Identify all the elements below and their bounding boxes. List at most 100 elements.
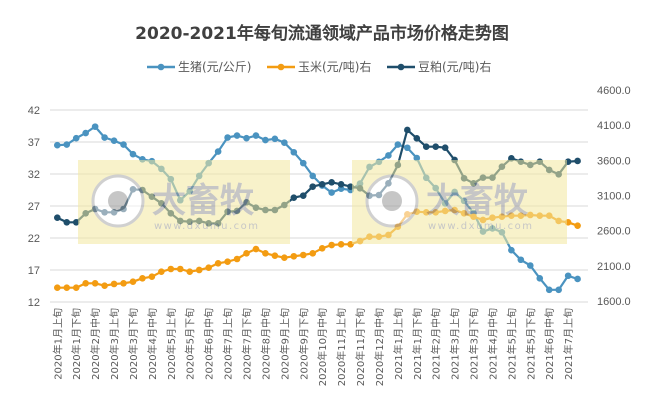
left-y-tick-label: 27 bbox=[28, 201, 40, 213]
right-y-tick-label: 4100.0 bbox=[597, 120, 631, 132]
data-point bbox=[186, 268, 194, 275]
data-point bbox=[110, 137, 118, 145]
x-tick-label: 2020年10月中旬 bbox=[316, 308, 329, 386]
x-tick-label: 2020年3月上旬 bbox=[108, 308, 121, 380]
x-tick-label: 2021年2月中旬 bbox=[430, 308, 443, 380]
data-point bbox=[290, 252, 298, 260]
x-tick-label: 2020年3月下旬 bbox=[127, 308, 140, 380]
watermark-url: www.dxumu.com bbox=[428, 221, 534, 232]
data-point bbox=[243, 134, 250, 142]
data-point bbox=[290, 194, 298, 201]
data-point bbox=[224, 258, 231, 265]
x-tick-label: 2020年11月上旬 bbox=[335, 308, 348, 386]
data-point bbox=[271, 252, 279, 260]
data-point bbox=[394, 141, 402, 148]
data-point bbox=[574, 157, 581, 165]
x-tick-label: 2020年2月中旬 bbox=[89, 308, 102, 380]
data-point bbox=[545, 286, 553, 294]
data-point bbox=[271, 135, 279, 143]
data-point bbox=[120, 279, 127, 287]
data-point bbox=[413, 135, 421, 142]
right-y-tick-label: 2600.0 bbox=[597, 226, 631, 238]
right-y-tick-label: 4600.0 bbox=[597, 85, 631, 97]
x-tick-label: 2021年6月中旬 bbox=[543, 308, 556, 380]
data-point bbox=[139, 274, 146, 282]
left-y-tick-label: 22 bbox=[28, 233, 40, 245]
right-y-axis: 4600.0 4100.0 3600.0 3100.0 2600.0 2100.0 1600… bbox=[597, 85, 631, 308]
data-point bbox=[129, 278, 137, 285]
data-point bbox=[574, 222, 581, 229]
data-point bbox=[72, 284, 80, 292]
data-point bbox=[72, 218, 80, 226]
legend: 生猪(元/公斤) 玉米(元/吨)右 豆粕(元/吨)右 bbox=[147, 59, 491, 74]
watermark-eye-icon bbox=[108, 191, 128, 211]
x-tick-label: 2020年9月上旬 bbox=[278, 308, 291, 380]
data-point bbox=[290, 148, 298, 156]
right-y-tick-label: 2100.0 bbox=[597, 261, 631, 273]
data-point bbox=[508, 246, 515, 254]
watermark-brand: 大畜牧 bbox=[426, 181, 529, 221]
data-point bbox=[262, 250, 269, 257]
right-y-tick-label: 3100.0 bbox=[597, 191, 631, 203]
data-point bbox=[233, 132, 241, 139]
data-point bbox=[148, 273, 156, 280]
data-point bbox=[299, 192, 307, 199]
watermark-brand: 大畜牧 bbox=[152, 181, 255, 221]
data-point bbox=[205, 264, 212, 271]
data-point bbox=[54, 141, 61, 149]
x-tick-label: 2020年4月中旬 bbox=[146, 308, 159, 380]
x-tick-label: 2021年4月中旬 bbox=[486, 308, 499, 380]
right-y-tick-label: 1600.0 bbox=[597, 296, 631, 308]
data-point bbox=[555, 286, 562, 294]
legend-label: 豆粕(元/吨)右 bbox=[418, 59, 491, 74]
data-point bbox=[574, 275, 581, 283]
data-point bbox=[224, 134, 231, 141]
data-point bbox=[176, 265, 184, 273]
data-point bbox=[328, 241, 335, 249]
data-point bbox=[337, 181, 345, 188]
data-point bbox=[318, 245, 326, 252]
x-tick-label: 2021年5月上旬 bbox=[505, 308, 518, 380]
data-point bbox=[129, 150, 137, 158]
data-point bbox=[536, 275, 544, 282]
data-point bbox=[195, 266, 203, 274]
x-axis: 2020年1月上旬 2020年1月下旬 2020年2月中旬 2020年3月上旬 2020… bbox=[51, 308, 575, 386]
data-point bbox=[318, 181, 326, 188]
data-point bbox=[413, 154, 421, 162]
data-point bbox=[309, 172, 317, 180]
data-point bbox=[422, 143, 430, 150]
legend-marker bbox=[157, 63, 165, 71]
legend-marker bbox=[397, 63, 405, 71]
data-point bbox=[82, 279, 89, 287]
data-point bbox=[328, 178, 335, 186]
chart-title: 2020-2021年每旬流通领域产品市场价格走势图 bbox=[135, 23, 509, 44]
left-y-tick-label: 17 bbox=[28, 265, 40, 277]
data-point bbox=[72, 134, 80, 142]
x-tick-label: 2020年1月上旬 bbox=[51, 308, 64, 380]
x-tick-label: 2021年3月上旬 bbox=[449, 308, 462, 380]
data-point bbox=[281, 254, 288, 261]
legend-label: 生猪(元/公斤) bbox=[178, 60, 251, 74]
data-point bbox=[233, 255, 241, 263]
data-point bbox=[91, 123, 99, 130]
data-point bbox=[214, 148, 222, 155]
data-point bbox=[404, 144, 411, 152]
data-point bbox=[120, 141, 127, 148]
data-point bbox=[63, 284, 71, 292]
left-y-tick-label: 12 bbox=[28, 297, 40, 309]
x-tick-label: 2021年1月下旬 bbox=[411, 308, 424, 380]
x-tick-label: 2020年1月下旬 bbox=[70, 308, 83, 380]
data-point bbox=[564, 272, 572, 280]
data-point bbox=[252, 132, 260, 139]
data-point bbox=[214, 260, 222, 267]
data-point bbox=[82, 129, 89, 137]
x-tick-label: 2020年7月下旬 bbox=[241, 308, 254, 380]
data-point bbox=[167, 265, 175, 273]
left-y-tick-label: 32 bbox=[28, 169, 40, 181]
data-point bbox=[299, 159, 307, 167]
data-point bbox=[517, 256, 525, 264]
data-point bbox=[432, 143, 440, 150]
data-point bbox=[91, 279, 99, 287]
